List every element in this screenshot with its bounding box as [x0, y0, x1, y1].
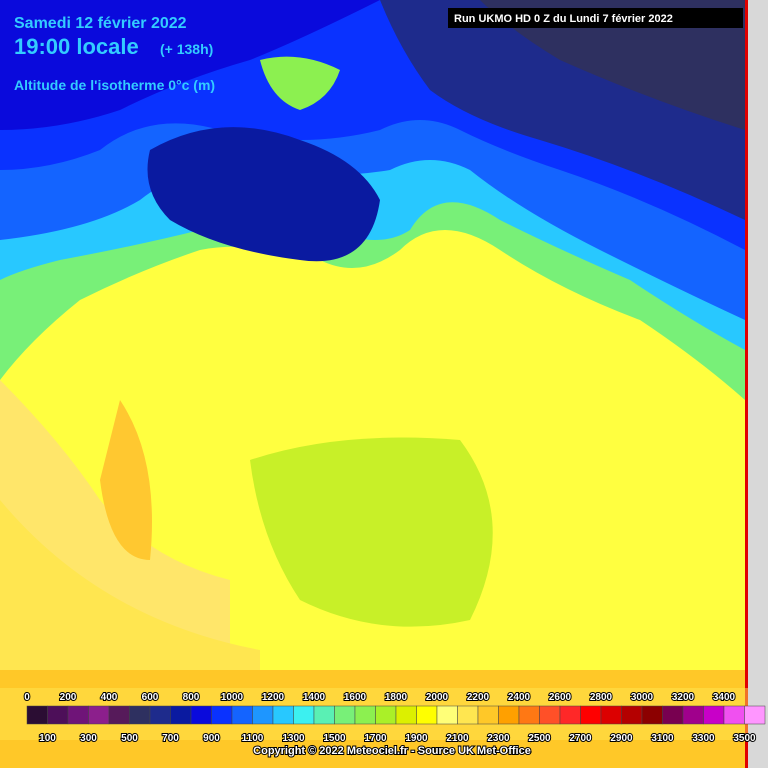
legend-swatch [252, 705, 274, 725]
run-box [448, 8, 743, 28]
legend-label: 0 [24, 692, 30, 703]
date: Samedi 12 février 2022 [14, 15, 187, 32]
legend-swatch [190, 705, 212, 725]
legend-label: 2800 [590, 692, 613, 703]
legend-swatch [395, 705, 417, 725]
legend-swatch [436, 705, 458, 725]
legend: 0 100 200 300 400 500 600 700 800 900 1000 1100 1200… [23, 691, 766, 745]
legend-swatch [149, 705, 171, 725]
legend-label: 1700 [364, 733, 387, 744]
legend-label: 1300 [282, 733, 305, 744]
legend-label: 1000 [221, 692, 244, 703]
legend-label: 200 [60, 692, 77, 703]
legend-label: 100 [39, 733, 56, 744]
legend-swatch [129, 705, 151, 725]
legend-label: 1900 [405, 733, 428, 744]
legend-swatch [170, 705, 192, 725]
legend-label: 2900 [610, 733, 633, 744]
legend-label: 1800 [385, 692, 408, 703]
legend-swatch [559, 705, 581, 725]
legend-label: 1400 [303, 692, 326, 703]
legend-swatch [641, 705, 663, 725]
legend-swatch [375, 705, 397, 725]
legend-label: 3200 [672, 692, 695, 703]
legend-label: 800 [183, 692, 200, 703]
legend-label: 900 [203, 733, 220, 744]
legend-label: 600 [142, 692, 159, 703]
legend-swatch [477, 705, 499, 725]
legend-swatch [723, 705, 745, 725]
legend-swatch [272, 705, 294, 725]
legend-label: 2400 [508, 692, 531, 703]
run-info: Run UKMO HD 0 Z du Lundi 7 février 2022 [454, 13, 673, 25]
legend-swatch [334, 705, 356, 725]
legend-label: 2000 [426, 692, 449, 703]
legend-label: 400 [101, 692, 118, 703]
legend-label: 3000 [631, 692, 654, 703]
legend-swatch [580, 705, 602, 725]
legend-label: 3300 [692, 733, 715, 744]
legend-swatch [703, 705, 725, 725]
legend-swatch [518, 705, 540, 725]
legend-label: 2600 [549, 692, 572, 703]
legend-swatch [47, 705, 69, 725]
legend-label: 2100 [446, 733, 469, 744]
legend-label: 3500 [733, 733, 756, 744]
legend-swatch [313, 705, 335, 725]
copyright: Copyright © 2022 Meteociel.fr - Source U… [253, 745, 531, 757]
legend-swatch [416, 705, 438, 725]
legend-swatch [744, 705, 766, 725]
legend-swatch [682, 705, 704, 725]
legend-swatch [457, 705, 479, 725]
legend-swatch [354, 705, 376, 725]
legend-label: 2300 [487, 733, 510, 744]
legend-swatch [662, 705, 684, 725]
legend-label: 1200 [262, 692, 285, 703]
legend-label: 2500 [528, 733, 551, 744]
legend-label: 1600 [344, 692, 367, 703]
legend-label: 500 [121, 733, 138, 744]
legend-swatch [293, 705, 315, 725]
legend-label: 300 [80, 733, 97, 744]
legend-label: 3400 [713, 692, 736, 703]
legend-swatch [600, 705, 622, 725]
legend-swatch [88, 705, 110, 725]
legend-label: 700 [162, 733, 179, 744]
legend-swatch [108, 705, 130, 725]
parameter: Altitude de l'isotherme 0°c (m) [14, 77, 215, 93]
legend-label: 3100 [651, 733, 674, 744]
legend-swatch [539, 705, 561, 725]
legend-swatch [231, 705, 253, 725]
legend-swatch [621, 705, 643, 725]
legend-label: 2200 [467, 692, 490, 703]
legend-swatch [26, 705, 48, 725]
lead-time: (+ 138h) [160, 41, 213, 57]
legend-label: 2700 [569, 733, 592, 744]
legend-swatch [211, 705, 233, 725]
legend-label: 1100 [242, 733, 264, 744]
legend-swatch [67, 705, 89, 725]
legend-swatch [498, 705, 520, 725]
legend-label: 1500 [323, 733, 346, 744]
time: 19:00 locale [14, 34, 139, 59]
